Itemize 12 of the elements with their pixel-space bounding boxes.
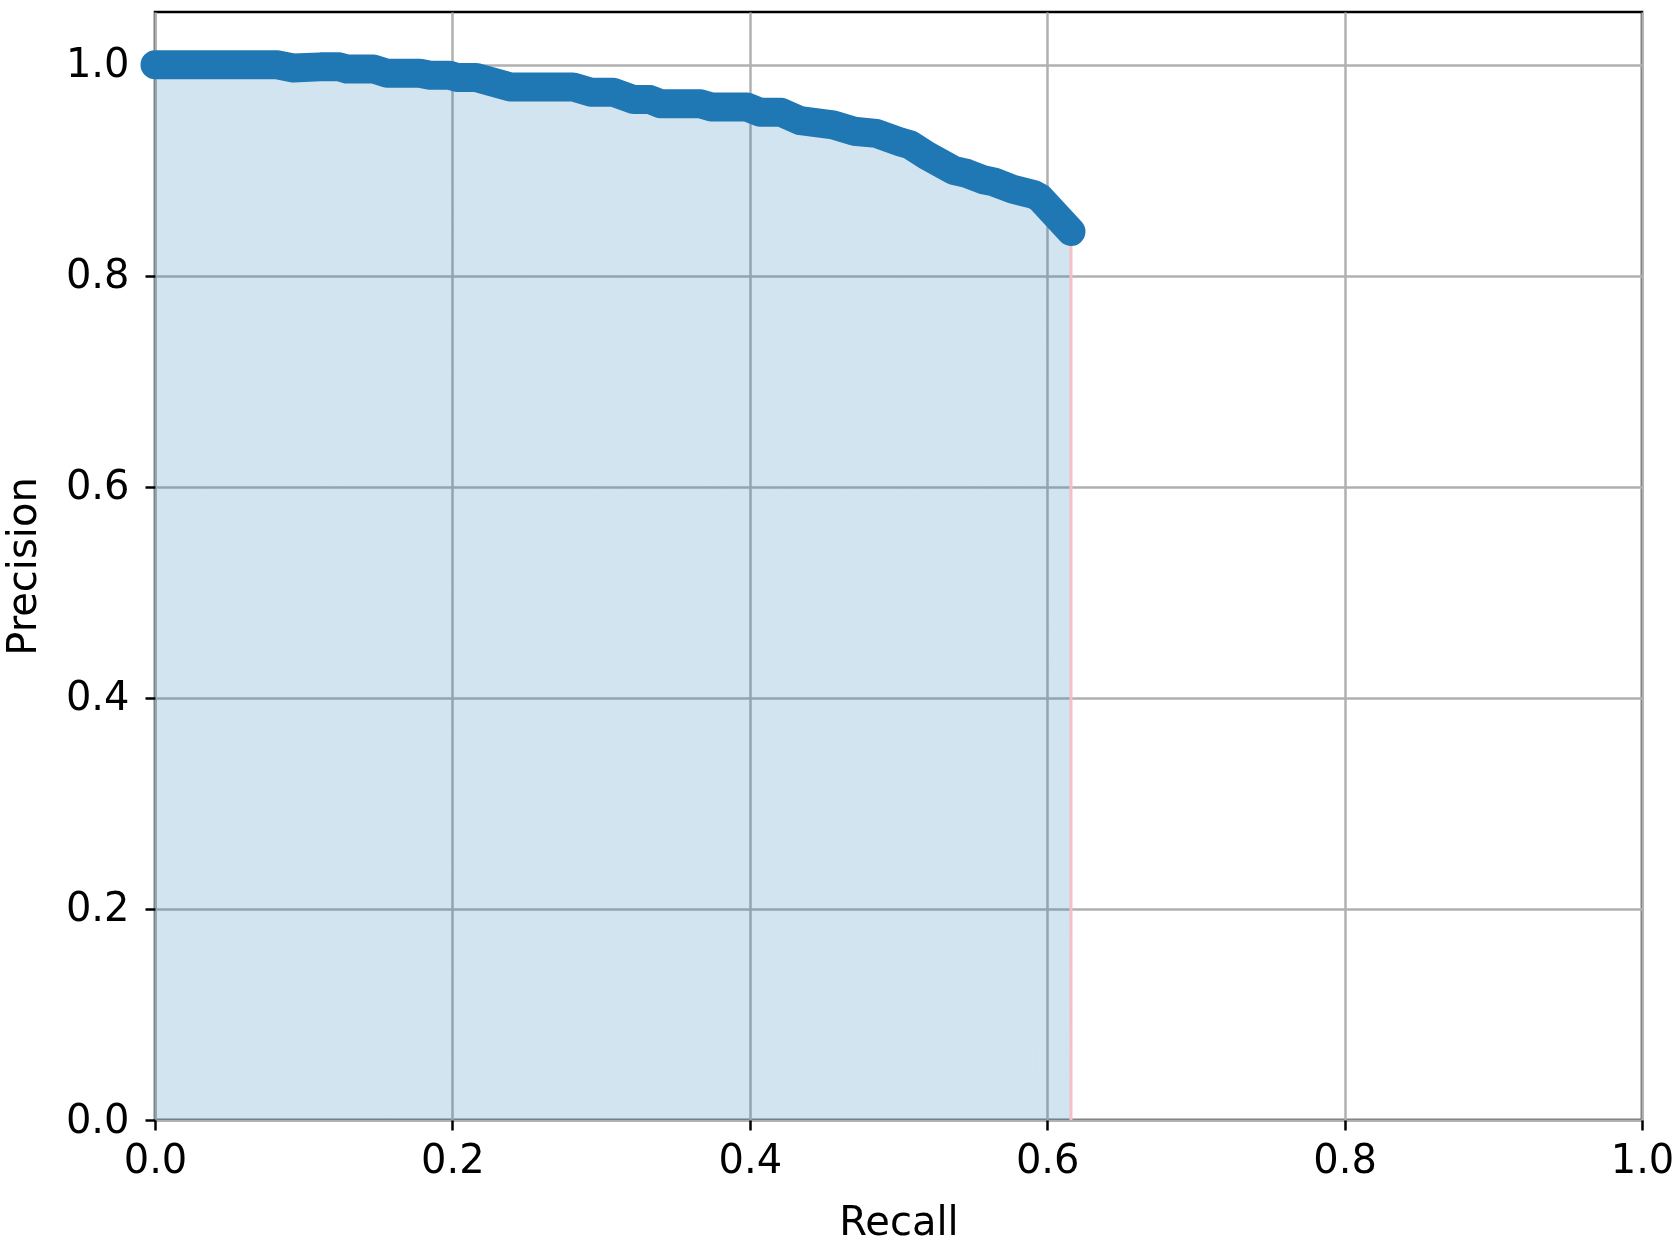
x-tick-label: 0.2 [421,1135,485,1182]
x-tick-label: 0.6 [1015,1135,1080,1182]
x-tick-label: 1.0 [1610,1135,1675,1182]
y-tick-label: 0.8 [65,251,130,298]
y-tick-label: 0.2 [65,884,130,931]
x-tick-label: 0.4 [718,1135,783,1182]
y-axis-title: Precision [0,477,45,656]
x-tick-label: 0.8 [1313,1135,1377,1182]
x-axis-title: Recall [839,1197,959,1244]
y-tick-label: 0.4 [65,673,130,720]
y-tick-label: 0.6 [65,462,130,509]
y-tick-label: 1.0 [65,40,130,87]
